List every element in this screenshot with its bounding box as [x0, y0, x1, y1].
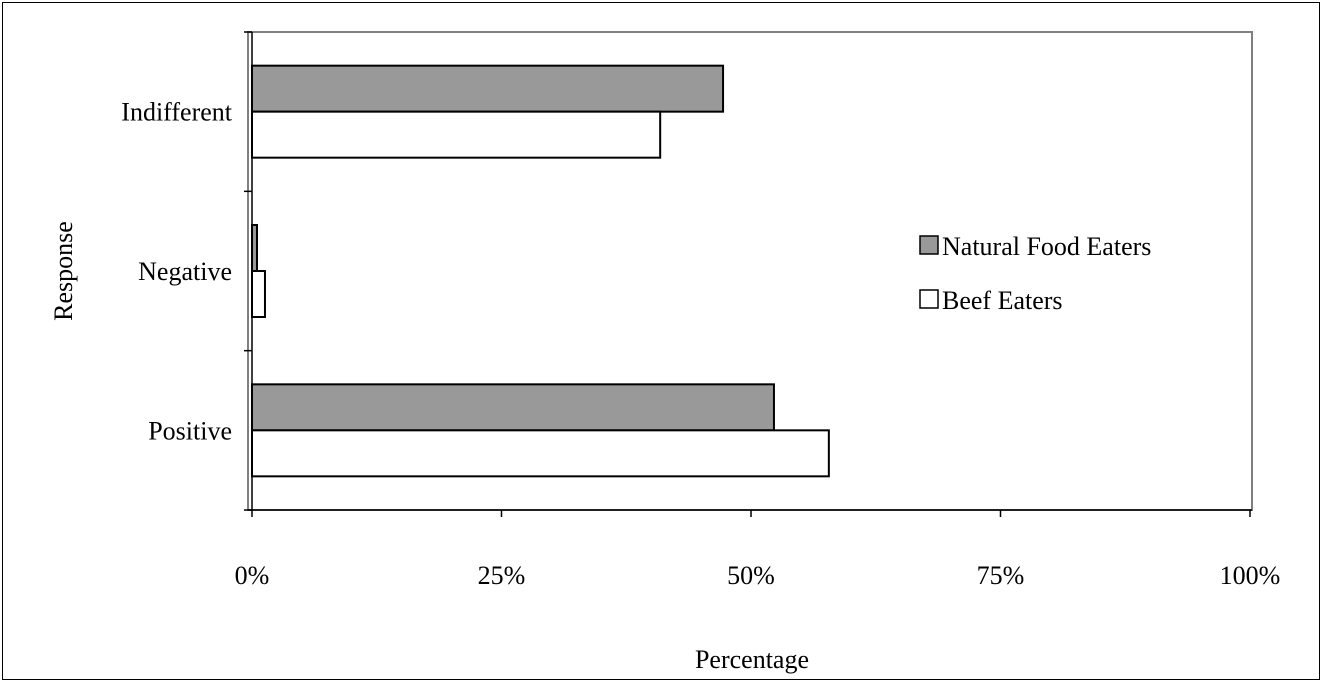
bar-positive-beef-eaters [251, 429, 830, 478]
bar-positive-natural-food-eaters [251, 383, 775, 432]
x-tick-label: 0% [235, 561, 270, 590]
bars-group [251, 64, 830, 478]
y-tick-label-negative: Negative [138, 257, 232, 286]
legend-label-natural-food-eaters: Natural Food Eaters [942, 232, 1151, 261]
legend-swatch-beef-eaters [919, 289, 939, 309]
bar-indifferent-beef-eaters [251, 110, 662, 159]
y-axis-title: Response [49, 221, 78, 321]
x-tick-label: 25% [478, 561, 526, 590]
bar-negative-natural-food-eaters [251, 224, 258, 272]
legend-swatch-natural-food-eaters [919, 235, 939, 255]
bar-negative-beef-eaters [251, 270, 266, 318]
x-axis-title: Percentage [695, 645, 809, 674]
x-tick-label: 75% [977, 561, 1025, 590]
x-tick-label: 50% [727, 561, 775, 590]
legend-label-beef-eaters: Beef Eaters [942, 286, 1063, 315]
legend: Natural Food Eaters Beef Eaters [919, 232, 1151, 315]
x-tick-label: 100% [1220, 561, 1281, 590]
y-ticks-group: Positive Negative Indifferent [121, 31, 252, 511]
x-ticks-group: 0% 25% 50% 75% 100% [235, 510, 1281, 590]
bar-indifferent-natural-food-eaters [251, 64, 725, 113]
y-tick-label-indifferent: Indifferent [121, 98, 232, 127]
y-tick-label-positive: Positive [148, 416, 232, 445]
